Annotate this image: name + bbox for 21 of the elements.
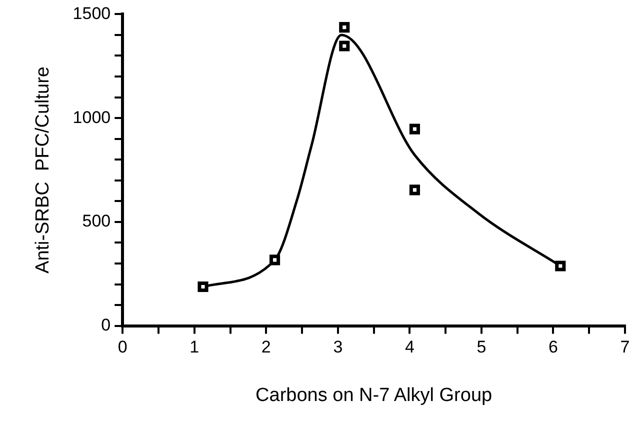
y-tick-label: 1000 (72, 108, 111, 127)
y-tick-label: 1500 (72, 4, 111, 23)
y-tick-label: 0 (101, 315, 111, 334)
x-tick-label: 7 (620, 338, 630, 357)
x-tick-label: 3 (333, 338, 343, 357)
y-axis-title: Anti-SRBC PFC/Culture (32, 66, 54, 274)
point (555, 260, 566, 272)
point (339, 40, 350, 52)
x-tick-label: 1 (190, 338, 200, 357)
point (409, 184, 420, 196)
point (339, 22, 350, 33)
y-tick-label: 500 (82, 212, 111, 231)
x-tick-label: 4 (404, 338, 414, 357)
x-tick-label: 0 (118, 338, 128, 357)
x-tick-label: 5 (476, 338, 486, 357)
point (269, 254, 280, 266)
point (409, 124, 420, 134)
x-tick-label: 6 (548, 338, 558, 357)
point (198, 281, 208, 292)
x-tick-label: 2 (261, 338, 271, 357)
x-axis-title: Carbons on N-7 Alkyl Group (256, 384, 492, 406)
